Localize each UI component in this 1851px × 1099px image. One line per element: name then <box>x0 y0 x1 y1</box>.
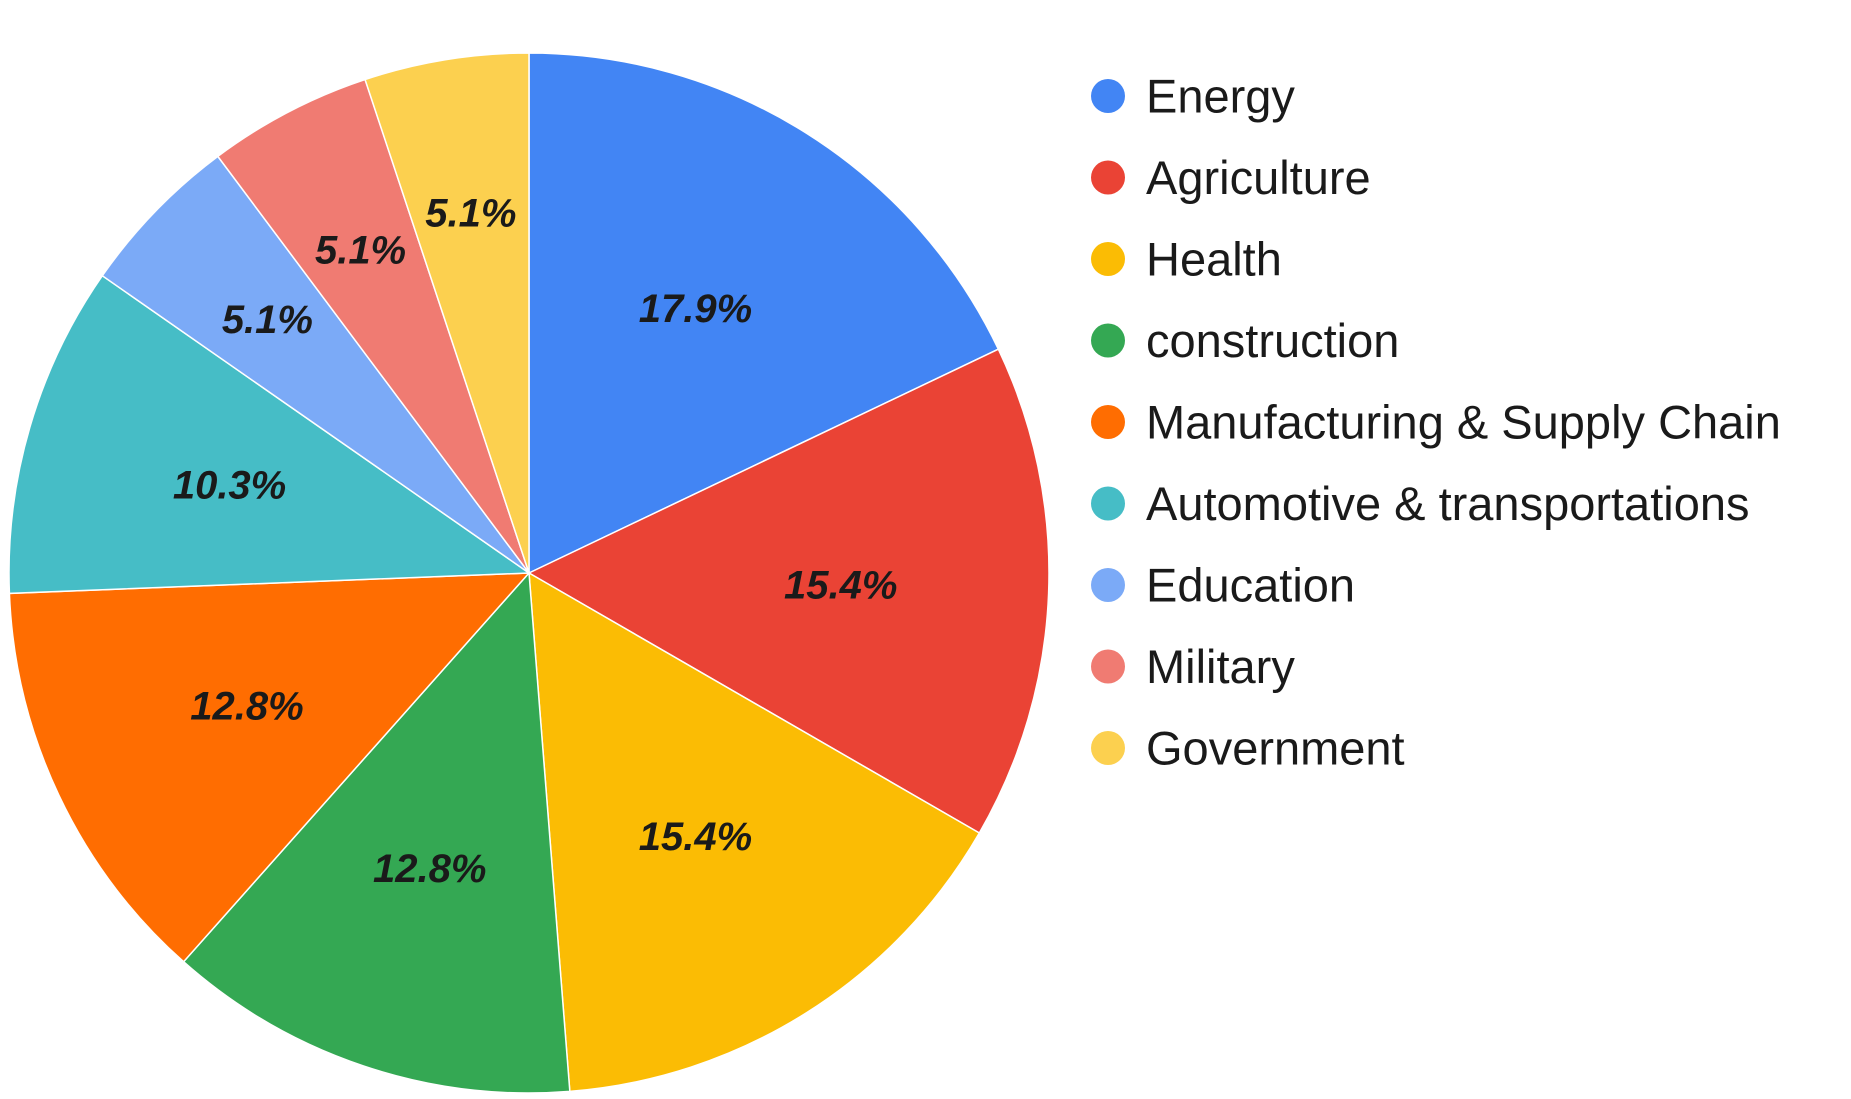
legend-item-manufacturing-and-supply-chain: Manufacturing & Supply Chain <box>1091 396 1781 449</box>
slice-value-label-construction: 12.8% <box>373 847 486 891</box>
legend-label-military: Military <box>1146 640 1295 693</box>
pie-slice-education <box>101 155 530 574</box>
pie-slice-manufacturing-and-supply-chain <box>8 572 531 963</box>
pie-slice-labels: 17.9%15.4%15.4%12.8%12.8%10.3%5.1%5.1%5.… <box>173 192 898 891</box>
legend-label-energy: Energy <box>1146 70 1295 123</box>
legend-label-education: Education <box>1146 559 1355 612</box>
legend-swatch-health <box>1091 242 1125 276</box>
slice-value-label-manufacturing-and-supply-chain: 12.8% <box>190 684 303 728</box>
legend-item-agriculture: Agriculture <box>1091 151 1371 204</box>
slice-value-label-agriculture: 15.4% <box>784 563 897 607</box>
pie-slice-agriculture <box>527 348 1050 835</box>
legend-item-energy: Energy <box>1091 70 1295 123</box>
slice-value-label-education: 5.1% <box>222 298 313 342</box>
pie-slice-automotive-and-transportations <box>8 274 532 595</box>
slice-value-label-health: 15.4% <box>639 815 752 859</box>
slice-value-label-energy: 17.9% <box>639 287 752 331</box>
pie-slice-energy <box>528 52 1000 575</box>
legend-swatch-manufacturing-and-supply-chain <box>1091 405 1125 439</box>
legend-label-health: Health <box>1146 233 1282 286</box>
legend-item-education: Education <box>1091 559 1355 612</box>
legend-item-health: Health <box>1091 233 1282 286</box>
legend-swatch-government <box>1091 731 1125 765</box>
legend-swatch-energy <box>1091 79 1125 113</box>
slice-value-label-automotive-and-transportations: 10.3% <box>173 463 286 507</box>
slice-value-label-military: 5.1% <box>315 228 406 272</box>
legend-swatch-agriculture <box>1091 160 1125 195</box>
legend-label-construction: construction <box>1146 314 1399 367</box>
legend-label-agriculture: Agriculture <box>1146 151 1371 204</box>
legend-item-construction: construction <box>1091 314 1399 367</box>
legend: Energy Agriculture Health construction Manuf… <box>1091 70 1781 775</box>
legend-swatch-education <box>1091 568 1125 602</box>
legend-label-automotive-and-transportations: Automotive & transportations <box>1146 477 1749 530</box>
legend-label-manufacturing-and-supply-chain: Manufacturing & Supply Chain <box>1146 396 1781 449</box>
legend-swatch-automotive-and-transportations <box>1091 486 1125 521</box>
legend-item-government: Government <box>1091 722 1405 775</box>
legend-label-government: Government <box>1146 722 1405 775</box>
pie-slice-construction <box>182 571 571 1094</box>
slice-value-label-government: 5.1% <box>425 192 516 236</box>
legend-item-military: Military <box>1091 640 1295 693</box>
pie-slice-government <box>364 52 530 574</box>
legend-swatch-construction <box>1091 323 1125 358</box>
legend-item-automotive-and-transportations: Automotive & transportations <box>1091 477 1749 530</box>
pie-slice-military <box>216 78 530 574</box>
pie-slice-health <box>528 571 981 1093</box>
legend-swatch-military <box>1091 649 1125 684</box>
pie-slices <box>8 52 1050 1094</box>
